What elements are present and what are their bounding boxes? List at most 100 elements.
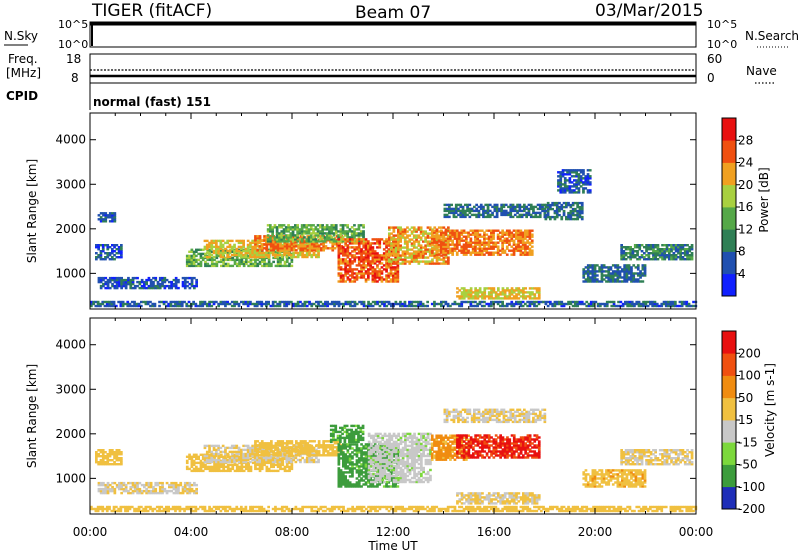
- power-cell: [469, 229, 473, 232]
- velocity-cell: [217, 444, 220, 448]
- power-cell: [90, 302, 93, 306]
- power-cell: [585, 300, 589, 304]
- power-cell: [294, 228, 297, 231]
- power-cell: [458, 289, 462, 292]
- power-cell: [135, 304, 139, 308]
- velocity-cell: [224, 465, 228, 469]
- power-cell: [430, 233, 434, 236]
- power-cell: [417, 244, 421, 247]
- power-cell: [483, 237, 486, 240]
- power-cell: [555, 203, 559, 207]
- power-cell: [392, 276, 395, 279]
- power-cell: [614, 272, 617, 275]
- power-cell: [528, 287, 532, 290]
- power-cell: [373, 268, 377, 271]
- power-cell: [364, 264, 368, 267]
- power-cell: [576, 304, 579, 308]
- power-cell: [424, 252, 427, 255]
- power-cell: [478, 247, 482, 250]
- power-cell: [412, 260, 416, 263]
- power-cell: [586, 183, 590, 186]
- power-cell: [443, 203, 447, 207]
- power-cell: [192, 250, 196, 253]
- power-cell: [337, 304, 341, 308]
- velocity-cell: [272, 465, 275, 469]
- power-cell: [444, 231, 448, 234]
- power-cell: [267, 264, 271, 268]
- power-cell: [270, 247, 273, 250]
- power-cell: [584, 175, 588, 178]
- power-cell: [521, 237, 525, 240]
- power-cell: [561, 187, 565, 190]
- power-cell: [94, 304, 98, 308]
- power-cell: [344, 266, 347, 269]
- power-cell: [475, 203, 478, 207]
- power-cell: [577, 173, 581, 176]
- power-cell: [113, 284, 117, 288]
- power-cell: [537, 293, 541, 296]
- power-cell: [462, 297, 466, 300]
- power-cell: [371, 242, 375, 245]
- power-cell: [215, 249, 218, 253]
- power-cell: [390, 248, 393, 251]
- power-cell: [292, 304, 295, 308]
- power-cell: [369, 242, 372, 245]
- power-cell: [692, 304, 695, 308]
- power-cell: [224, 256, 228, 260]
- power-cell: [632, 274, 636, 277]
- power-cell: [215, 262, 219, 266]
- power-cell: [578, 209, 582, 213]
- power-cell: [444, 262, 448, 265]
- power-cell: [408, 302, 411, 306]
- power-cell: [469, 287, 473, 290]
- power-cell: [95, 244, 98, 247]
- power-cell: [294, 226, 297, 229]
- power-cell: [219, 253, 223, 257]
- power-cell: [530, 251, 534, 254]
- power-cell: [99, 302, 102, 306]
- power-cell: [521, 231, 525, 234]
- freq-tick-top: 18: [66, 52, 81, 66]
- velocity-data: [90, 408, 698, 513]
- power-cell: [435, 235, 439, 238]
- power-cell: [323, 228, 327, 231]
- velocity-cell: [113, 487, 117, 491]
- power-cell: [618, 276, 622, 279]
- power-cell: [494, 251, 498, 254]
- power-cell: [638, 248, 642, 251]
- power-cell: [476, 243, 479, 246]
- power-cell: [226, 245, 229, 249]
- power-cell: [360, 266, 363, 269]
- power-cell: [665, 254, 669, 257]
- power-cell: [337, 262, 341, 265]
- power-cell: [535, 287, 539, 290]
- power-cell: [408, 234, 412, 237]
- power-cell: [369, 260, 372, 263]
- power-cell: [160, 300, 164, 304]
- power-cell: [465, 291, 468, 294]
- power-cell: [99, 258, 103, 261]
- velocity-cell: [274, 469, 278, 473]
- power-cell: [667, 300, 670, 304]
- velocity-cell: [104, 451, 107, 454]
- velocity-cell: [183, 481, 187, 485]
- power-cell: [664, 300, 668, 304]
- power-cell: [310, 243, 314, 246]
- power-cell: [235, 262, 239, 266]
- power-cell: [483, 233, 486, 236]
- power-cell: [577, 191, 581, 194]
- power-cell: [362, 300, 366, 304]
- velocity-cell: [195, 465, 198, 469]
- power-cell: [537, 289, 541, 292]
- power-cell: [215, 300, 218, 304]
- velocity-cell: [263, 459, 266, 463]
- power-cell: [580, 203, 584, 207]
- power-cell: [269, 228, 272, 231]
- power-cell: [471, 247, 475, 250]
- power-cell: [186, 284, 189, 288]
- power-cell: [627, 246, 630, 249]
- power-cell: [337, 268, 341, 271]
- power-cell: [388, 238, 391, 241]
- power-cell: [360, 274, 363, 277]
- power-cell: [621, 304, 625, 308]
